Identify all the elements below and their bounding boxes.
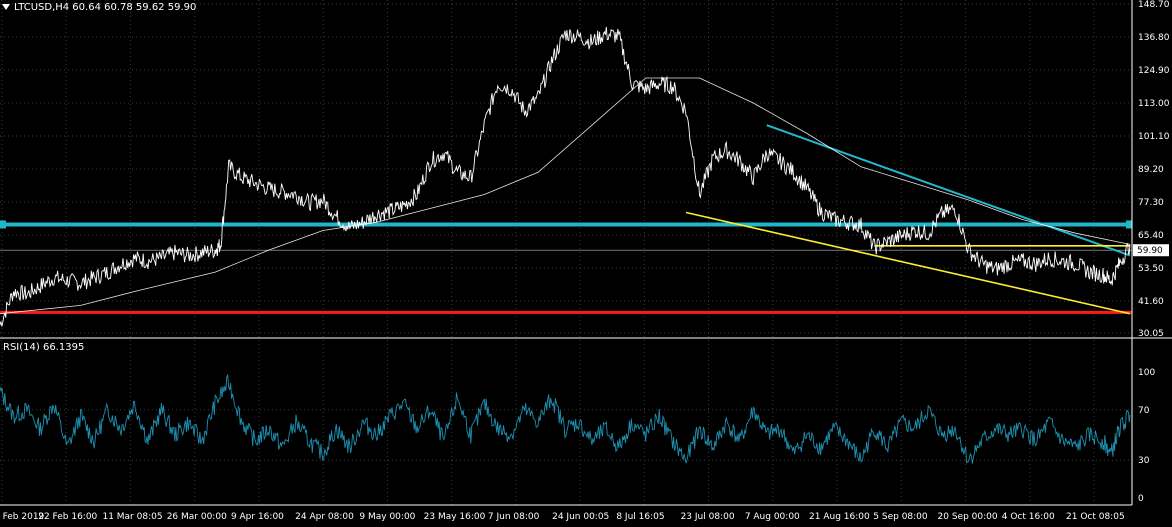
rsi-y-tick-label: 30 <box>1138 456 1150 466</box>
x-tick-label: 24 Jun 00:05 <box>552 512 609 522</box>
y-tick-label: 124.90 <box>1138 66 1170 76</box>
y-tick-label: 65.40 <box>1138 231 1164 241</box>
x-tick-label: 7 Aug 00:00 <box>745 512 800 522</box>
x-tick-label: 9 Apr 16:00 <box>231 512 284 522</box>
x-tick-label: 5 Sep 08:00 <box>873 512 928 522</box>
x-tick-label: 8 Jul 16:05 <box>616 512 664 522</box>
symbol-header: LTCUSD,H4 60.64 60.78 59.62 59.90 <box>2 2 196 13</box>
x-tick-label: 21 Aug 16:00 <box>809 512 870 522</box>
x-tick-label: 22 Feb 16:00 <box>38 512 97 522</box>
y-tick-label: 30.05 <box>1138 329 1164 339</box>
moving-average-series <box>0 77 1131 315</box>
x-tick-label: 23 May 16:00 <box>424 512 486 522</box>
y-tick-label: 77.30 <box>1138 198 1164 208</box>
resistance-handle-right <box>1126 220 1132 229</box>
y-tick-label: 41.60 <box>1138 297 1164 307</box>
y-tick-label: 136.80 <box>1138 33 1170 43</box>
y-tick-label: 148.70 <box>1138 0 1170 10</box>
x-tick-label: 9 May 00:00 <box>359 512 415 522</box>
x-tick-label: 21 Oct 08:05 <box>1066 512 1125 522</box>
rsi-y-tick-label: 100 <box>1138 368 1155 378</box>
axes <box>0 0 1172 506</box>
x-tick-label: 23 Jul 08:00 <box>681 512 735 522</box>
horizontal-levels <box>0 220 1132 314</box>
y-tick-label: 53.50 <box>1138 264 1164 274</box>
current-price-label: 59.90 <box>1137 246 1163 256</box>
x-tick-label: 11 Mar 08:05 <box>102 512 162 522</box>
x-tick-label: 20 Sep 00:00 <box>938 512 998 522</box>
rsi-header: RSI(14) 66.1395 <box>3 342 84 353</box>
rsi-series-line <box>0 373 1131 464</box>
rsi-y-tick-label: 0 <box>1138 494 1144 504</box>
trendlines <box>685 124 1131 315</box>
price-series <box>0 26 1131 327</box>
current-price-box <box>1133 244 1169 257</box>
x-tick-label: 7 Jun 08:00 <box>488 512 540 522</box>
y-tick-label: 89.20 <box>1138 165 1164 175</box>
resistance-handle-left <box>0 220 6 229</box>
rsi-label: RSI(14) 66.1395 <box>3 342 85 353</box>
x-tick-label: 8 Feb 2019 <box>0 512 45 522</box>
main-series <box>0 26 1131 327</box>
x-tick-label: 26 Mar 00:00 <box>167 512 227 522</box>
dropdown-arrow-icon[interactable] <box>2 4 10 10</box>
rsi-y-tick-label: 70 <box>1138 406 1150 416</box>
trendline-lower <box>685 211 1131 315</box>
x-tick-label: 4 Oct 16:00 <box>1002 512 1055 522</box>
x-tick-label: 24 Apr 08:00 <box>295 512 354 522</box>
y-tick-label: 101.10 <box>1138 132 1170 142</box>
rsi-series <box>0 373 1131 464</box>
y-tick-label: 113.00 <box>1138 99 1170 109</box>
grid <box>0 0 1132 505</box>
symbol-line: LTCUSD,H4 60.64 60.78 59.62 59.90 <box>14 2 197 13</box>
trendline-upper <box>766 124 1131 257</box>
